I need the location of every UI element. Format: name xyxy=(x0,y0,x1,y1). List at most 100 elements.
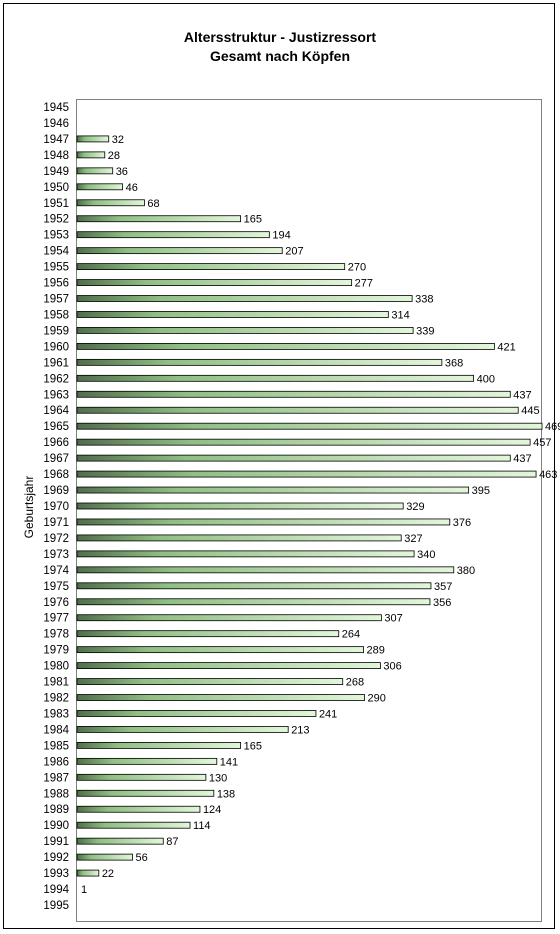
bar xyxy=(76,422,543,430)
data-label: 469 xyxy=(545,421,560,433)
data-label: 28 xyxy=(108,150,120,162)
y-tick-label: 1946 xyxy=(43,118,69,130)
bar xyxy=(76,390,511,398)
y-tick-label: 1965 xyxy=(43,421,69,433)
data-label: 194 xyxy=(272,230,290,242)
bar xyxy=(76,502,404,510)
y-tick-label: 1983 xyxy=(43,708,69,720)
y-tick-label: 1990 xyxy=(43,820,69,832)
y-tick-label: 1948 xyxy=(43,150,69,162)
bar xyxy=(76,470,537,478)
data-label: 307 xyxy=(384,613,402,625)
y-tick-label: 1994 xyxy=(43,884,69,896)
bar xyxy=(76,710,317,717)
y-tick-label: 1963 xyxy=(43,389,69,401)
y-tick-label: 1977 xyxy=(43,613,69,625)
y-tick-labels: 1945 1946 1947 1948 1949 1950 1951 1952 1953 1954… xyxy=(43,102,69,912)
y-tick-label: 1989 xyxy=(43,804,69,816)
y-tick-label: 1967 xyxy=(43,453,69,465)
bar xyxy=(76,662,381,669)
bar xyxy=(76,247,283,255)
y-tick-label: 1964 xyxy=(43,405,69,417)
data-label: 138 xyxy=(217,788,235,800)
data-label: 395 xyxy=(472,485,490,497)
data-label: 264 xyxy=(342,629,360,641)
bar xyxy=(76,853,133,861)
y-tick-label: 1957 xyxy=(43,294,69,306)
data-label: 400 xyxy=(477,373,495,385)
y-tick-label: 1951 xyxy=(43,198,69,210)
data-label: 1 xyxy=(81,884,87,896)
y-tick-label: 1959 xyxy=(43,325,69,337)
data-label: 327 xyxy=(404,533,422,545)
y-tick-label: 1969 xyxy=(43,485,69,497)
y-tick-label: 1961 xyxy=(43,357,69,369)
data-label: 277 xyxy=(355,278,373,290)
y-tick-label: 1973 xyxy=(43,549,69,561)
y-tick-label: 1953 xyxy=(43,230,69,242)
y-tick-label: 1978 xyxy=(43,629,69,641)
bar xyxy=(76,406,519,414)
chart-subtitle: Gesamt nach Köpfen xyxy=(209,48,351,64)
bar xyxy=(76,374,475,382)
y-tick-label: 1960 xyxy=(43,341,69,353)
data-label: 421 xyxy=(497,341,515,353)
data-label: 22 xyxy=(102,868,114,880)
bar xyxy=(76,135,110,143)
y-tick-label: 1971 xyxy=(43,517,69,529)
data-label: 56 xyxy=(136,852,148,864)
data-label: 289 xyxy=(367,645,385,657)
data-label: 36 xyxy=(116,166,128,178)
data-label: 290 xyxy=(368,693,386,705)
data-label: 437 xyxy=(513,453,531,465)
bar xyxy=(76,311,389,318)
data-label: 130 xyxy=(209,772,227,784)
y-tick-label: 1986 xyxy=(43,756,69,768)
y-tick-label: 1975 xyxy=(43,581,69,593)
y-tick-label: 1979 xyxy=(43,645,69,657)
bar xyxy=(76,199,145,207)
data-label: 445 xyxy=(521,405,539,417)
bar xyxy=(76,342,495,350)
bar xyxy=(76,646,364,654)
data-label: 356 xyxy=(433,597,451,609)
data-label: 207 xyxy=(285,246,303,258)
data-label: 268 xyxy=(346,677,364,689)
data-label: 314 xyxy=(391,309,409,321)
data-label: 241 xyxy=(319,708,337,720)
bar xyxy=(76,694,365,701)
y-tick-label: 1954 xyxy=(43,246,69,258)
bar xyxy=(76,821,191,829)
bar xyxy=(76,630,340,638)
data-label: 357 xyxy=(434,581,452,593)
bar xyxy=(76,215,241,223)
bar xyxy=(76,438,531,446)
bar xyxy=(76,454,511,462)
bar xyxy=(76,566,455,574)
data-label: 165 xyxy=(244,214,262,226)
data-label: 124 xyxy=(203,804,221,816)
y-tick-label: 1945 xyxy=(43,102,69,114)
data-label: 68 xyxy=(147,198,159,210)
y-tick-label: 1952 xyxy=(43,214,69,226)
bar xyxy=(76,263,346,271)
bar xyxy=(76,582,432,590)
y-tick-label: 1991 xyxy=(43,836,69,848)
data-label: 270 xyxy=(348,262,366,274)
y-tick-label: 1966 xyxy=(43,437,69,449)
bar xyxy=(76,231,270,239)
bar xyxy=(76,614,382,622)
chart-title-block: Altersstruktur - Justizressort Gesamt na… xyxy=(0,28,560,66)
data-label: 437 xyxy=(513,389,531,401)
data-label: 457 xyxy=(533,437,551,449)
bar xyxy=(76,550,415,558)
data-label: 339 xyxy=(416,325,434,337)
data-label: 340 xyxy=(417,549,435,561)
bar xyxy=(76,678,344,685)
bar xyxy=(76,167,114,175)
y-tick-label: 1949 xyxy=(43,166,69,178)
bar xyxy=(76,598,431,606)
y-tick-label: 1988 xyxy=(43,788,69,800)
y-tick-label: 1982 xyxy=(43,693,69,705)
data-label: 141 xyxy=(220,756,238,768)
